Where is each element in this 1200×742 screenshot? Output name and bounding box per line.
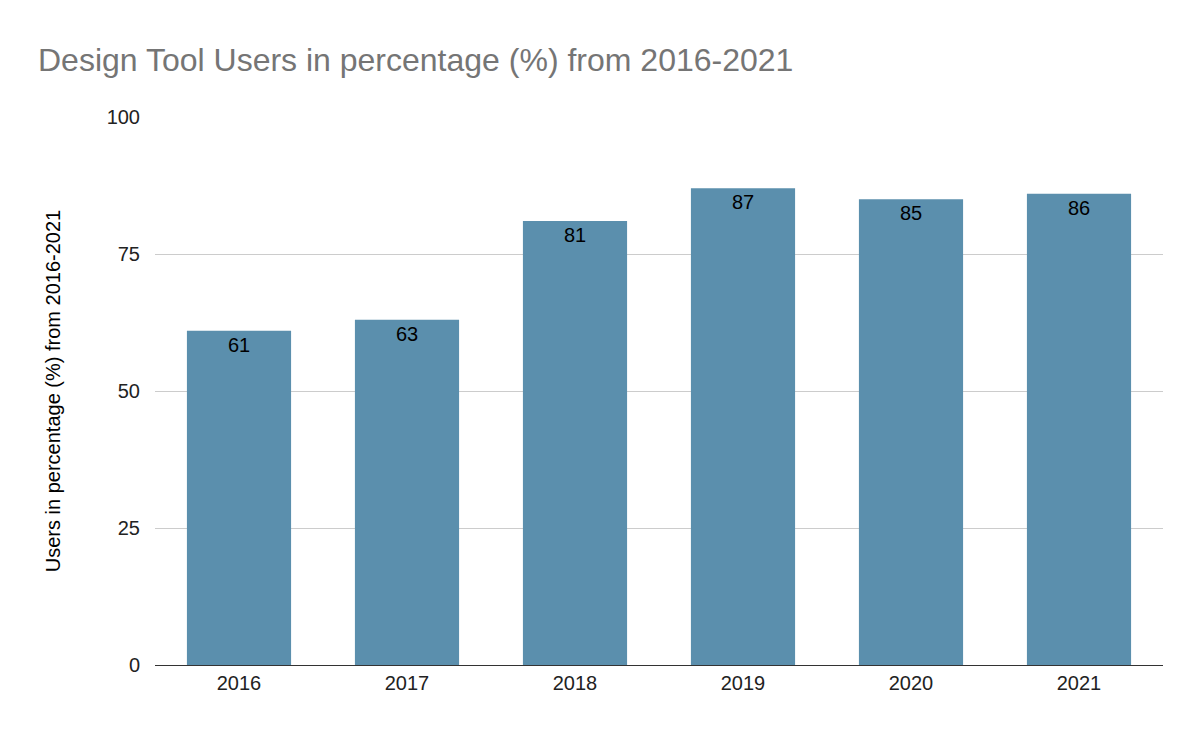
svg-text:Design Tool Users in percentag: Design Tool Users in percentage (%) from… (38, 42, 793, 78)
svg-text:50: 50 (118, 380, 140, 402)
svg-text:2017: 2017 (385, 672, 430, 694)
svg-text:2019: 2019 (721, 672, 766, 694)
svg-text:25: 25 (118, 517, 140, 539)
svg-text:81: 81 (564, 224, 586, 246)
svg-text:2021: 2021 (1057, 672, 1102, 694)
svg-text:63: 63 (396, 323, 418, 345)
svg-text:100: 100 (107, 106, 140, 128)
svg-text:0: 0 (129, 654, 140, 676)
svg-text:Users in percentage (%) from 2: Users in percentage (%) from 2016-2021 (42, 210, 64, 572)
svg-text:86: 86 (1068, 197, 1090, 219)
svg-text:87: 87 (732, 191, 754, 213)
svg-text:61: 61 (228, 334, 250, 356)
svg-text:85: 85 (900, 202, 922, 224)
svg-text:2016: 2016 (217, 672, 262, 694)
svg-text:2018: 2018 (553, 672, 598, 694)
svg-text:75: 75 (118, 243, 140, 265)
svg-text:2020: 2020 (889, 672, 934, 694)
